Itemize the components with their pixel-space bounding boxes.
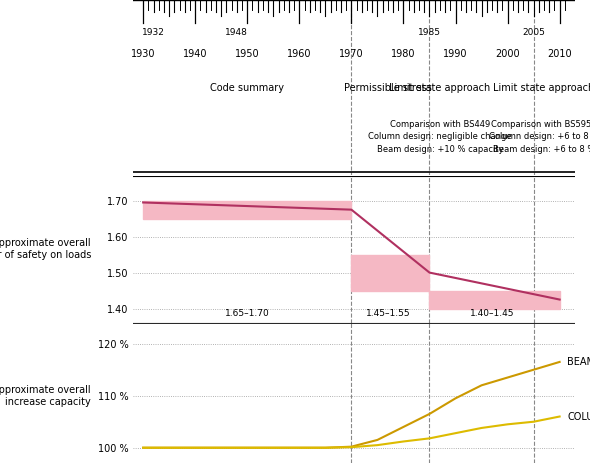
Text: 1.40–1.45: 1.40–1.45 bbox=[470, 308, 514, 317]
Text: 2005: 2005 bbox=[522, 28, 545, 37]
Text: 1940: 1940 bbox=[183, 49, 208, 59]
Text: 1985: 1985 bbox=[418, 28, 441, 37]
Text: 1970: 1970 bbox=[339, 49, 363, 59]
Text: 1960: 1960 bbox=[287, 49, 312, 59]
Text: 1.45–1.55: 1.45–1.55 bbox=[366, 308, 410, 317]
Text: Approximate overall
increase capacity: Approximate overall increase capacity bbox=[0, 385, 91, 407]
Text: 2000: 2000 bbox=[495, 49, 520, 59]
Text: COLUMNS: COLUMNS bbox=[568, 411, 590, 422]
Text: Comparison with BS449
Column design: negligible change
Beam design: +10 % capaci: Comparison with BS449 Column design: neg… bbox=[368, 120, 512, 154]
Text: 1.65–1.70: 1.65–1.70 bbox=[225, 308, 270, 317]
Text: Permissible stress: Permissible stress bbox=[344, 83, 432, 93]
Text: 1948: 1948 bbox=[225, 28, 248, 37]
Text: Limit state approach: Limit state approach bbox=[493, 83, 590, 93]
Text: BEAMS: BEAMS bbox=[568, 357, 590, 367]
Bar bbox=[430, 291, 560, 308]
Text: Comparison with BS5950
Column design: +6 to 8 %
Beam design: +6 to 8 %: Comparison with BS5950 Column design: +6… bbox=[489, 120, 590, 154]
Bar bbox=[143, 201, 352, 219]
Text: 1930: 1930 bbox=[131, 49, 155, 59]
Text: 1990: 1990 bbox=[443, 49, 468, 59]
Text: Limit state approach: Limit state approach bbox=[389, 83, 490, 93]
Text: 1932: 1932 bbox=[142, 28, 165, 37]
Text: 2010: 2010 bbox=[548, 49, 572, 59]
Bar bbox=[352, 255, 430, 291]
Text: Approximate overall
factor of safety on loads: Approximate overall factor of safety on … bbox=[0, 238, 91, 260]
Text: 1950: 1950 bbox=[235, 49, 260, 59]
Text: Code summary: Code summary bbox=[210, 83, 284, 93]
Text: 1980: 1980 bbox=[391, 49, 416, 59]
